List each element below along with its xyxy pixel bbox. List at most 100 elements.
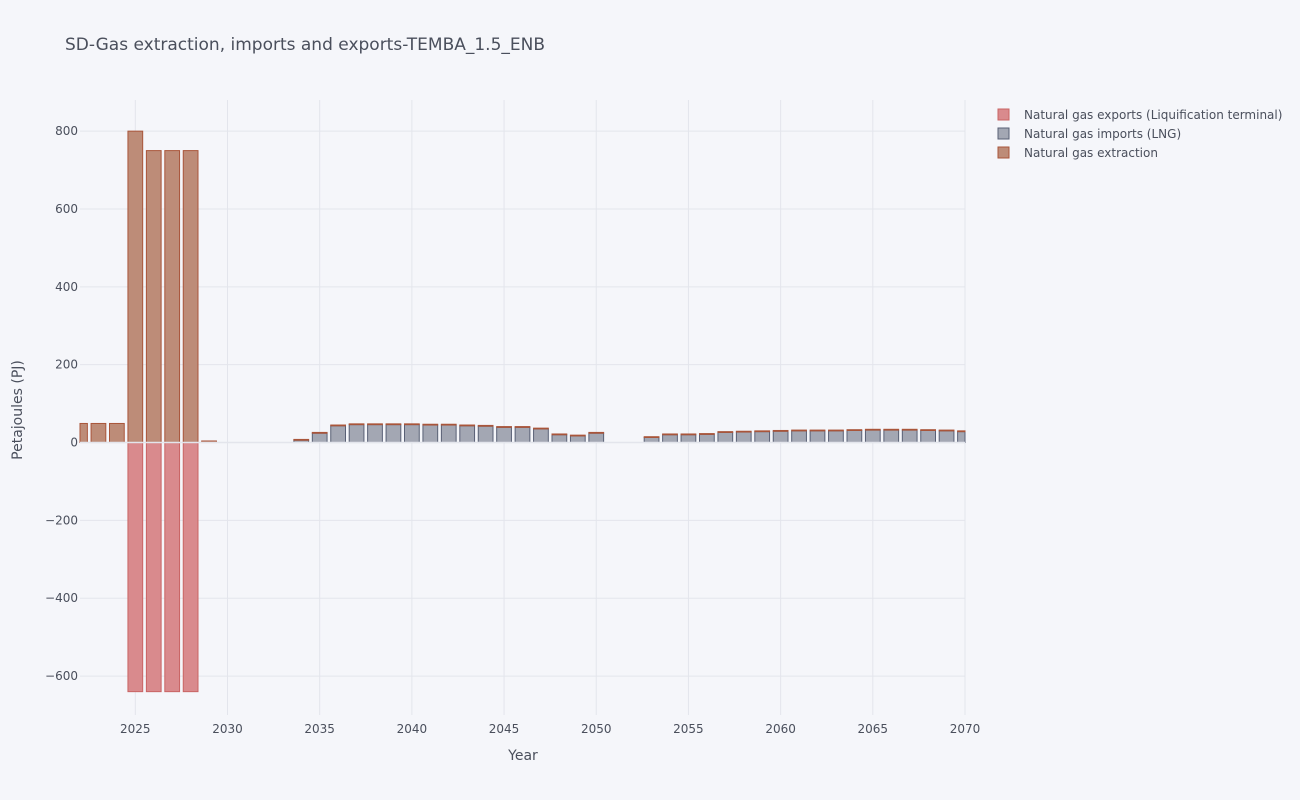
legend-item[interactable]: Natural gas imports (LNG) (997, 127, 1181, 141)
bar-extraction[interactable] (809, 429, 826, 432)
bar-extraction[interactable] (901, 428, 918, 431)
bar-extraction[interactable] (699, 433, 715, 435)
bar-extraction[interactable] (348, 423, 365, 426)
bar-extraction[interactable] (957, 430, 966, 433)
bar-extraction[interactable] (182, 150, 199, 444)
bar-extraction[interactable] (938, 429, 955, 432)
bar-extraction[interactable] (330, 424, 346, 427)
bar-imports[interactable] (864, 429, 881, 444)
bar-extraction[interactable] (828, 429, 844, 432)
bar-extraction[interactable] (643, 436, 660, 438)
bar-extraction[interactable] (791, 429, 807, 432)
bar-extraction[interactable] (311, 431, 328, 434)
bar-extraction[interactable] (459, 424, 476, 427)
x-tick-label: 2030 (212, 722, 243, 736)
bar-extraction[interactable] (164, 150, 181, 444)
bar-imports[interactable] (459, 425, 476, 444)
legend-label: Natural gas extraction (1024, 146, 1158, 160)
x-axis-ticks: 2025 2030 2035 2040 2045 2050 2055 2060 2065 2070 (120, 722, 980, 736)
bar-extraction[interactable] (127, 130, 144, 444)
y-tick-label: 400 (55, 280, 78, 294)
x-tick-label: 2050 (581, 722, 612, 736)
bar-extraction[interactable] (588, 431, 605, 434)
bar-imports[interactable] (569, 435, 586, 444)
bar-imports[interactable] (514, 426, 531, 444)
bar-extraction[interactable] (864, 428, 881, 431)
legend-item[interactable]: Natural gas exports (Liquification termi… (997, 108, 1282, 122)
bar-imports[interactable] (846, 429, 863, 444)
bar-exports[interactable] (182, 442, 199, 693)
bar-imports[interactable] (680, 434, 697, 444)
y-tick-label: 800 (55, 124, 78, 138)
bar-extraction[interactable] (717, 431, 734, 433)
bar-extraction[interactable] (477, 424, 494, 427)
bar-imports[interactable] (440, 424, 457, 444)
bar-extraction[interactable] (385, 423, 402, 426)
bar-imports[interactable] (735, 431, 752, 444)
bar-imports[interactable] (717, 431, 734, 444)
bar-imports[interactable] (920, 429, 936, 444)
bar-imports[interactable] (957, 431, 966, 444)
bar-imports[interactable] (883, 429, 900, 444)
bar-extraction[interactable] (533, 427, 549, 430)
bar-imports[interactable] (477, 425, 494, 444)
bar-imports[interactable] (330, 425, 346, 444)
bar-imports[interactable] (809, 430, 826, 444)
bar-imports[interactable] (772, 430, 789, 444)
bar-imports[interactable] (551, 434, 568, 444)
bar-extraction[interactable] (920, 429, 936, 431)
bar-imports[interactable] (311, 432, 328, 444)
bar-imports[interactable] (699, 433, 715, 444)
x-tick-label: 2060 (765, 722, 796, 736)
y-tick-label: −600 (45, 669, 78, 683)
bar-extraction[interactable] (145, 150, 162, 444)
bar-imports[interactable] (938, 430, 955, 444)
bar-imports[interactable] (348, 424, 365, 444)
bar-extraction[interactable] (422, 423, 439, 426)
bar-imports[interactable] (367, 424, 383, 444)
bar-extraction[interactable] (680, 433, 697, 436)
legend-swatch (997, 146, 1010, 159)
bar-imports[interactable] (828, 430, 844, 444)
bar-extraction[interactable] (846, 429, 863, 431)
bar-extraction[interactable] (109, 422, 125, 444)
bar-extraction[interactable] (772, 429, 789, 432)
y-tick-label: 0 (70, 436, 78, 450)
bar-imports[interactable] (791, 430, 807, 444)
bar-imports[interactable] (643, 436, 660, 444)
bar-imports[interactable] (496, 426, 512, 444)
bar-extraction[interactable] (662, 433, 678, 436)
bar-extraction[interactable] (293, 438, 310, 441)
bar-imports[interactable] (533, 428, 549, 444)
bar-extraction[interactable] (367, 423, 383, 426)
bar-extraction[interactable] (569, 434, 586, 437)
bar-extraction[interactable] (404, 423, 420, 426)
bar-imports[interactable] (422, 424, 439, 444)
legend-item[interactable]: Natural gas extraction (997, 146, 1158, 160)
bar-imports[interactable] (901, 429, 918, 444)
bar-extraction[interactable] (496, 426, 512, 428)
bar-imports[interactable] (662, 434, 678, 444)
bar-imports[interactable] (404, 424, 420, 444)
x-tick-label: 2040 (397, 722, 428, 736)
bar-extraction[interactable] (735, 430, 752, 433)
y-tick-label: 200 (55, 358, 78, 372)
bar-exports[interactable] (145, 442, 162, 693)
bar-extraction[interactable] (514, 426, 531, 428)
bar-extraction[interactable] (440, 423, 457, 426)
bar-extraction[interactable] (79, 422, 88, 444)
bar-exports[interactable] (127, 442, 144, 693)
bar-imports[interactable] (385, 424, 402, 444)
bars[interactable] (79, 130, 966, 693)
bar-extraction[interactable] (754, 430, 771, 433)
bar-exports[interactable] (164, 442, 181, 693)
bar-imports[interactable] (588, 432, 605, 444)
bar-extraction[interactable] (551, 433, 568, 436)
grid-lines (80, 100, 966, 715)
bar-extraction[interactable] (883, 428, 900, 431)
bar-imports[interactable] (754, 431, 771, 444)
legend[interactable]: Natural gas exports (Liquification termi… (997, 108, 1282, 160)
bar-extraction[interactable] (90, 422, 107, 444)
